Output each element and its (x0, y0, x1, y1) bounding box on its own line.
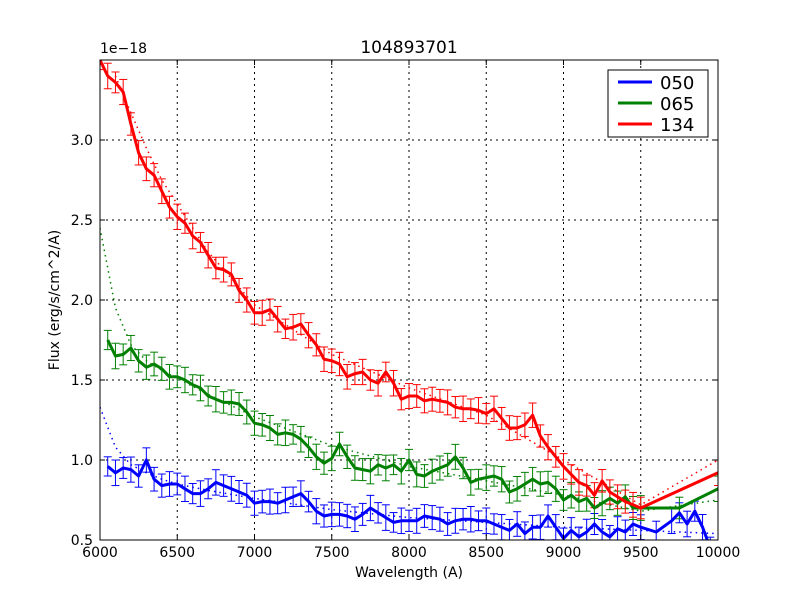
x-tick-label: 7000 (237, 545, 273, 561)
y-axis-label: Flux (erg/s/cm^2/A) (47, 230, 63, 370)
series-line-050 (106, 458, 709, 540)
x-tick-label: 9000 (546, 545, 582, 561)
x-tick-label: 8500 (468, 545, 504, 561)
y-offset-label: 1e−18 (100, 41, 147, 57)
y-tick-label: 2.5 (71, 213, 93, 229)
grid-lines (100, 60, 718, 540)
x-tick-label: 10000 (696, 545, 741, 561)
y-tick-label: 1.0 (71, 453, 93, 469)
x-tick-label: 9500 (623, 545, 659, 561)
y-tick-label: 2.0 (71, 293, 93, 309)
series-line-065 (106, 339, 718, 510)
legend-label-065: 065 (660, 94, 694, 115)
y-tick-label: 1.5 (71, 373, 93, 389)
legend-label-134: 134 (660, 115, 694, 136)
x-tick-label: 8000 (391, 545, 427, 561)
x-tick-label: 6500 (159, 545, 195, 561)
error-bars (100, 60, 718, 540)
chart-title: 104893701 (360, 38, 457, 58)
x-axis-label: Wavelength (A) (355, 565, 463, 581)
x-tick-label: 7500 (314, 545, 350, 561)
y-tick-label: 0.5 (71, 533, 93, 549)
x-tick-label: 6000 (82, 545, 118, 561)
fit-curve-065 (100, 227, 718, 512)
y-tick-label: 3.0 (71, 133, 93, 149)
data-series (100, 60, 718, 540)
legend-label-050: 050 (660, 73, 694, 94)
series-line-134 (100, 60, 718, 510)
axis-ticks: 6000 6500 7000 7500 8000 8500 9000 9500 10000 0.5… (71, 60, 741, 561)
